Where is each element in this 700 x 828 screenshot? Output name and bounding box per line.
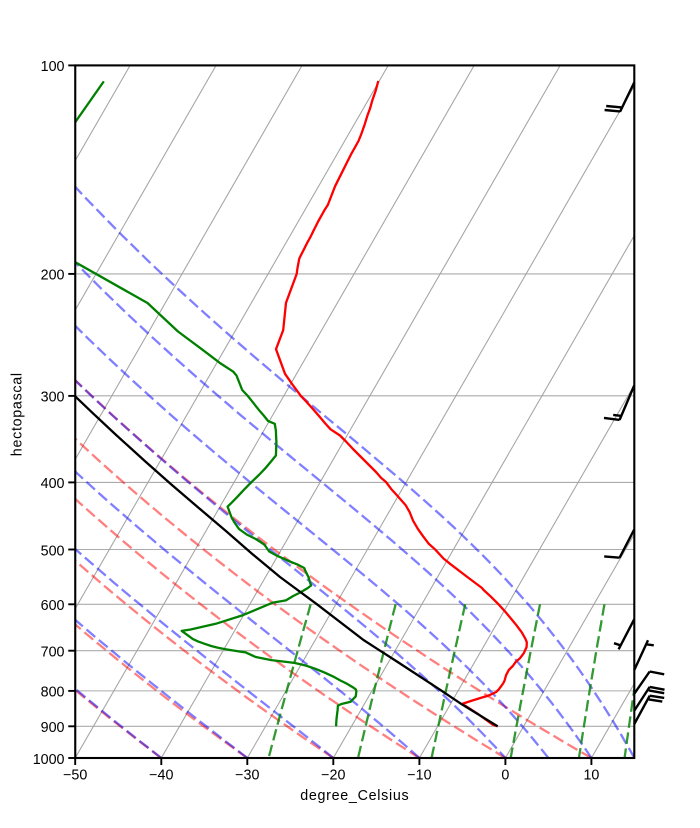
svg-text:100: 100 bbox=[41, 59, 65, 75]
svg-text:hectopascal: hectopascal bbox=[9, 372, 25, 456]
svg-text:−10: −10 bbox=[407, 768, 431, 784]
svg-text:800: 800 bbox=[41, 685, 65, 701]
svg-text:900: 900 bbox=[41, 720, 65, 736]
svg-text:700: 700 bbox=[41, 645, 65, 661]
svg-text:10: 10 bbox=[583, 768, 599, 784]
svg-text:−50: −50 bbox=[63, 768, 87, 784]
svg-text:degree_Celsius: degree_Celsius bbox=[300, 788, 409, 804]
svg-text:300: 300 bbox=[41, 390, 65, 406]
svg-text:−30: −30 bbox=[235, 768, 259, 784]
svg-text:−20: −20 bbox=[321, 768, 345, 784]
svg-text:1000: 1000 bbox=[33, 752, 65, 768]
svg-text:500: 500 bbox=[41, 543, 65, 559]
svg-text:200: 200 bbox=[41, 268, 65, 284]
svg-text:−40: −40 bbox=[149, 768, 173, 784]
svg-text:0: 0 bbox=[501, 768, 509, 784]
svg-text:400: 400 bbox=[41, 476, 65, 492]
svg-text:600: 600 bbox=[41, 598, 65, 614]
